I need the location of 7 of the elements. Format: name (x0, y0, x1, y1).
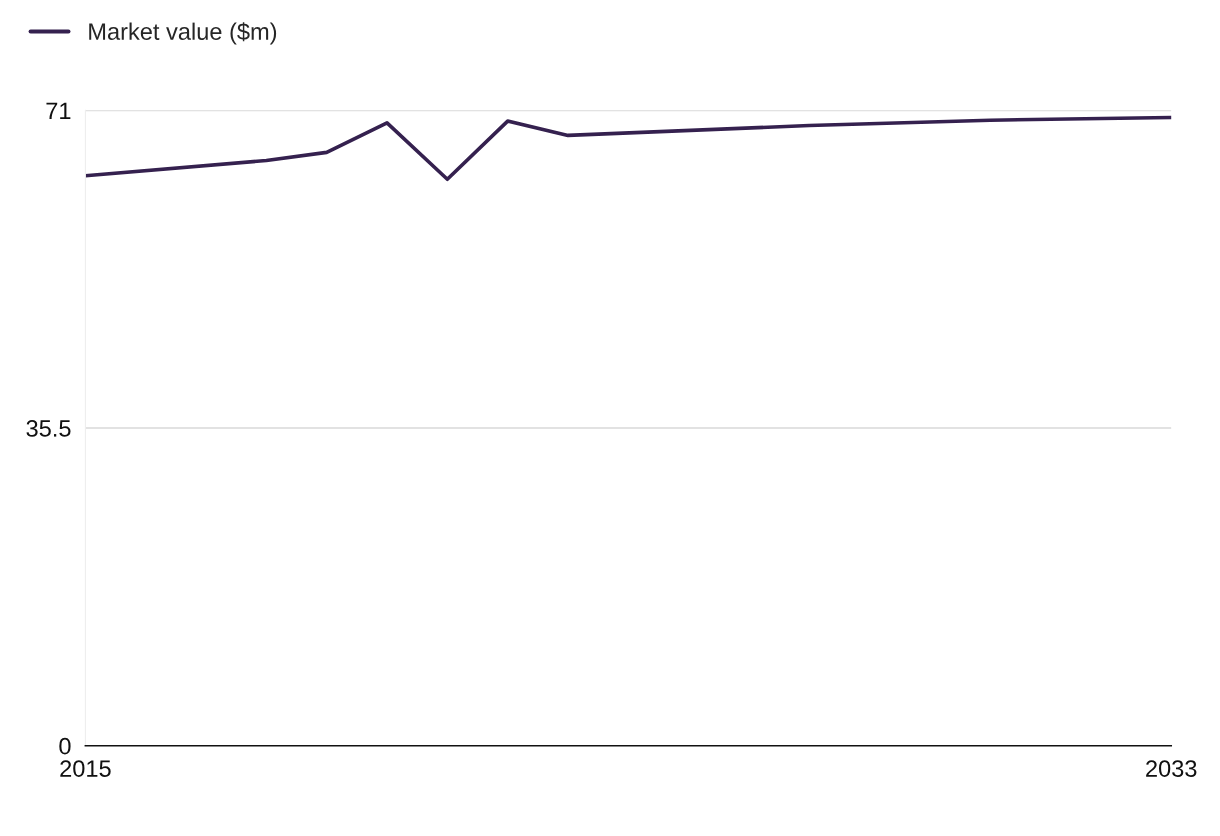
y-tick-label: 71 (46, 102, 71, 119)
line-series (85, 115, 1172, 182)
y-tick-label: 0 (59, 737, 71, 755)
y-tick-label: 35.5 (26, 420, 71, 437)
legend-label: Market value ($m) (89, 22, 277, 45)
x-tick-label: 2033 (1146, 760, 1197, 777)
x-tick-label: 2015 (60, 760, 111, 777)
